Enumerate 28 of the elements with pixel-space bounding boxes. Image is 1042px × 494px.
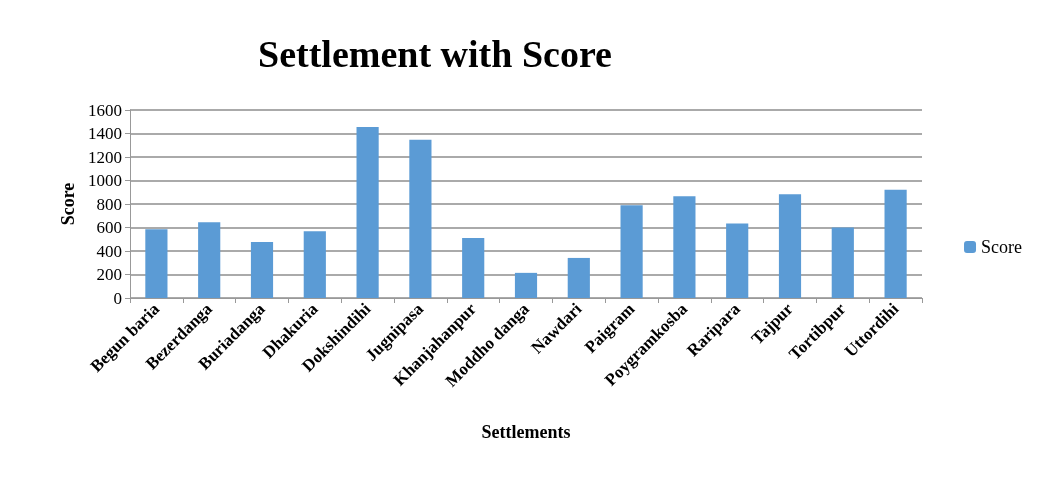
y-tick-label: 600 [96,218,122,237]
bar [726,223,749,298]
bar [409,139,432,298]
bar [250,242,274,298]
y-axis-title: Score [58,182,79,226]
bar [778,194,802,298]
y-tick-label: 1200 [88,147,122,167]
y-tick-label: 1000 [88,171,122,190]
y-tick-label: 1400 [88,124,122,143]
y-tick-label: 800 [96,194,122,214]
bar [356,126,379,298]
legend-label: Score [981,237,1023,257]
bar [831,227,854,298]
bar [198,222,221,298]
y-tick-label: 200 [96,265,122,284]
x-axis-title: Settlements [481,422,571,442]
y-tick-label: 400 [96,241,122,261]
bar [567,257,590,298]
chart-title: Settlement with Score [258,33,612,75]
bar [303,231,326,298]
bar [462,238,485,298]
bar [145,229,168,298]
bar [673,196,696,298]
bar [884,189,907,298]
y-tick-label: 1600 [88,100,122,120]
y-tick-label: 0 [113,288,122,308]
bar [514,272,538,298]
bar [620,205,643,298]
